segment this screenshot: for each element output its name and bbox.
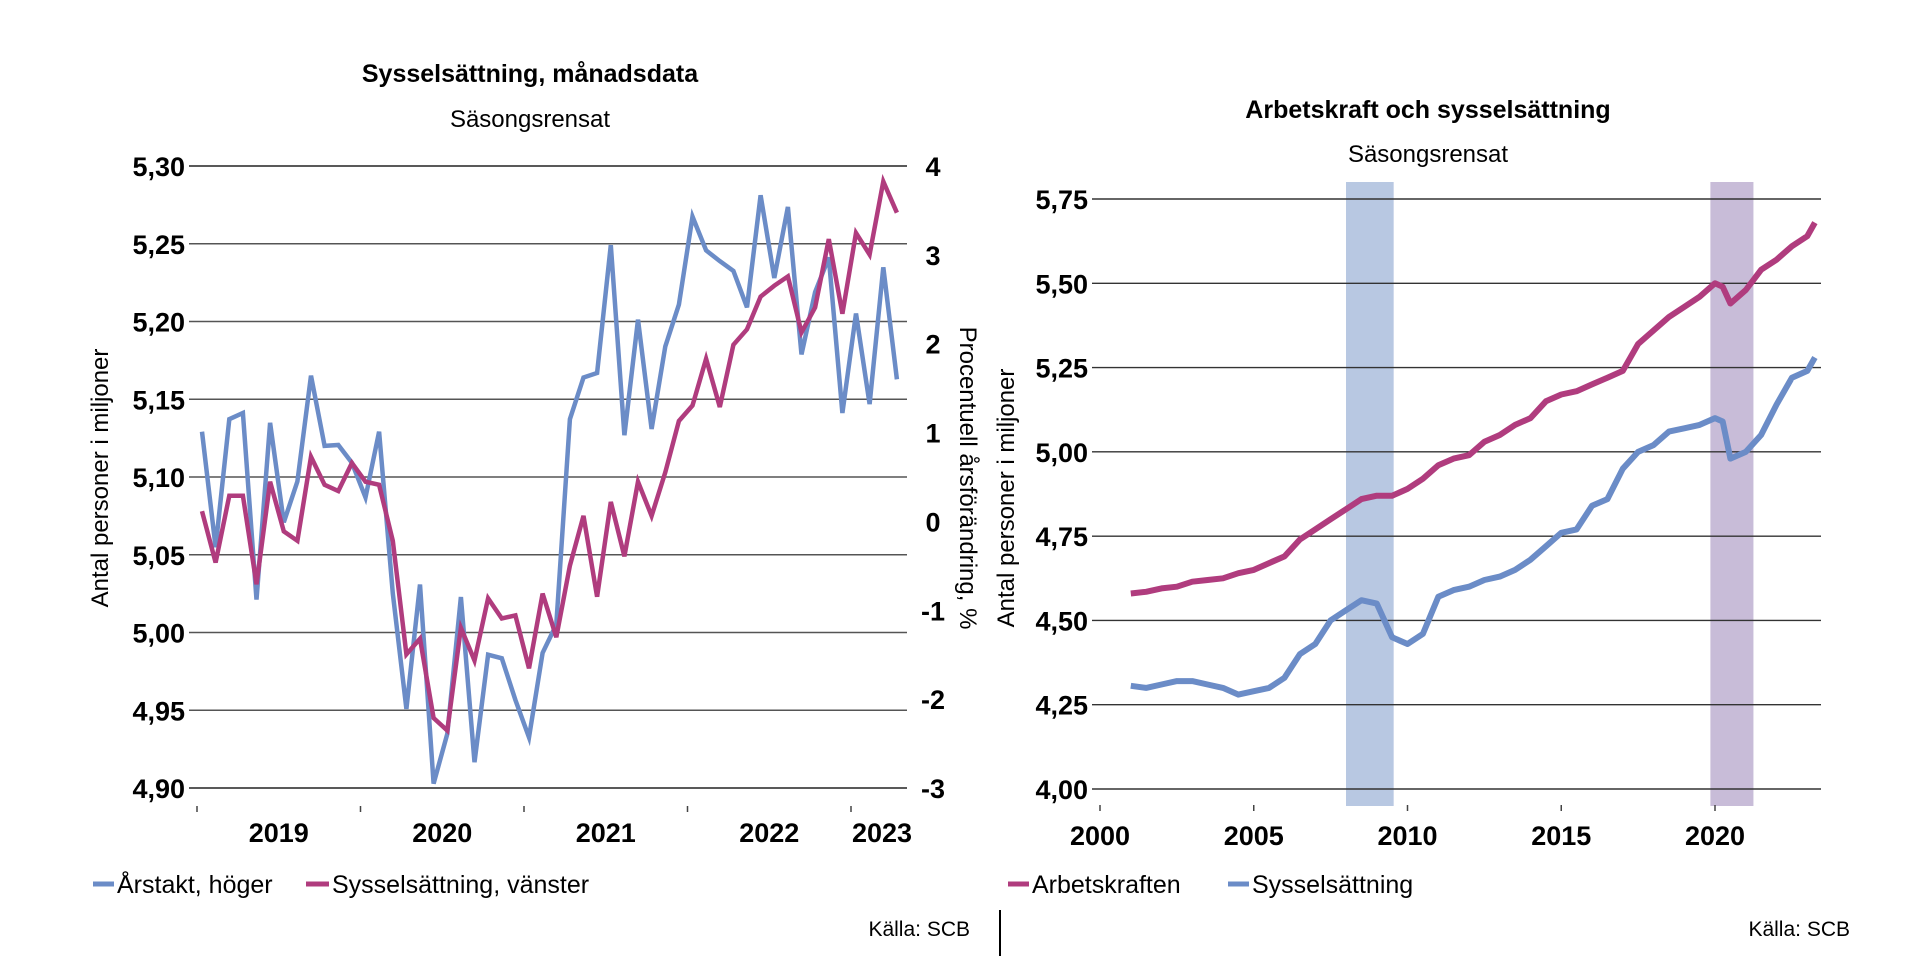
y-tick-label: 4,50 xyxy=(1035,606,1088,636)
x-tick-label: 2023 xyxy=(852,818,912,848)
series-line-arstakt xyxy=(199,194,900,785)
y2-tick-label: 3 xyxy=(925,241,940,271)
x-tick-label: 2020 xyxy=(1685,821,1745,851)
x-tick-label: 2015 xyxy=(1531,821,1591,851)
series-line-sysselsattning xyxy=(1130,356,1818,698)
right-chart-shaded-periods xyxy=(1346,182,1754,806)
legend-label-sysselsattning: Sysselsättning, vänster xyxy=(332,871,589,899)
left-chart-title: Sysselsättning, månadsdata xyxy=(362,60,699,88)
y2-tick-label: 0 xyxy=(925,507,940,537)
x-tick-label: 2019 xyxy=(249,818,309,848)
right-chart-grid xyxy=(1092,198,1821,811)
y-tick-label: 4,90 xyxy=(132,774,185,804)
legend-label-sysselsattning-right: Sysselsättning xyxy=(1252,871,1413,899)
shaded-period xyxy=(1710,182,1754,806)
y-tick-label: 5,75 xyxy=(1035,185,1088,215)
y-tick-label: 5,25 xyxy=(132,230,185,260)
y-tick-label: 4,25 xyxy=(1035,691,1088,721)
y2-tick-label: 4 xyxy=(925,152,940,182)
y-tick-label: 5,00 xyxy=(1035,438,1088,468)
legend-label-arbetskraften: Arbetskraften xyxy=(1032,871,1181,899)
x-tick-label: 2020 xyxy=(412,818,472,848)
y-tick-label: 4,75 xyxy=(1035,522,1088,552)
series-line-sysselsattning xyxy=(199,173,899,736)
y2-tick-label: 1 xyxy=(925,419,940,449)
y-tick-label: 5,30 xyxy=(132,152,185,182)
y2-tick-label: -3 xyxy=(921,774,945,804)
y-tick-label: 5,50 xyxy=(1035,269,1088,299)
legend-label-arstakt: Årstakt, höger xyxy=(117,869,273,899)
right-chart-legend: Arbetskraften Sysselsättning xyxy=(1008,871,1413,899)
y-tick-label: 5,20 xyxy=(132,308,185,338)
y-tick-label: 4,00 xyxy=(1035,775,1088,805)
y2-tick-label: -2 xyxy=(921,685,945,715)
right-chart-source: Källa: SCB xyxy=(1748,918,1850,941)
left-chart-subtitle: Säsongsrensat xyxy=(450,106,610,133)
y-tick-label: 5,05 xyxy=(132,541,185,571)
x-tick-label: 2000 xyxy=(1070,821,1130,851)
series-line-arbetskraften xyxy=(1130,221,1818,597)
left-chart-source: Källa: SCB xyxy=(868,918,970,941)
right-chart-title: Arbetskraft och sysselsättning xyxy=(1245,96,1610,124)
right-chart-marks: 5,75 5,50 5,25 5,00 4,75 4,50 4,25 4,00 2000 2005… xyxy=(1035,185,1818,851)
y2-tick-label: 2 xyxy=(925,330,940,360)
y-tick-label: 5,15 xyxy=(132,385,185,415)
y-tick-label: 5,10 xyxy=(132,463,185,493)
left-chart-y2-axis-label: Procentuell årsförändring, % xyxy=(954,327,981,630)
x-tick-label: 2022 xyxy=(739,818,799,848)
right-chart-subtitle: Säsongsrensat xyxy=(1348,141,1508,168)
x-tick-label: 2010 xyxy=(1377,821,1437,851)
y2-tick-label: -1 xyxy=(921,596,945,626)
y-tick-label: 5,00 xyxy=(132,619,185,649)
right-chart-y-axis-label: Antal personer i miljoner xyxy=(993,369,1020,628)
left-chart-legend: Årstakt, höger Sysselsättning, vänster xyxy=(93,869,589,899)
left-chart-y-axis-label: Antal personer i miljoner xyxy=(87,349,114,608)
x-tick-label: 2005 xyxy=(1224,821,1284,851)
left-chart-marks: 5,30 5,25 5,20 5,15 5,10 5,05 5,00 4,95 4,90 4 3 2 1… xyxy=(132,152,945,848)
y-tick-label: 5,25 xyxy=(1035,354,1088,384)
y-tick-label: 4,95 xyxy=(132,696,185,726)
x-tick-label: 2021 xyxy=(576,818,636,848)
